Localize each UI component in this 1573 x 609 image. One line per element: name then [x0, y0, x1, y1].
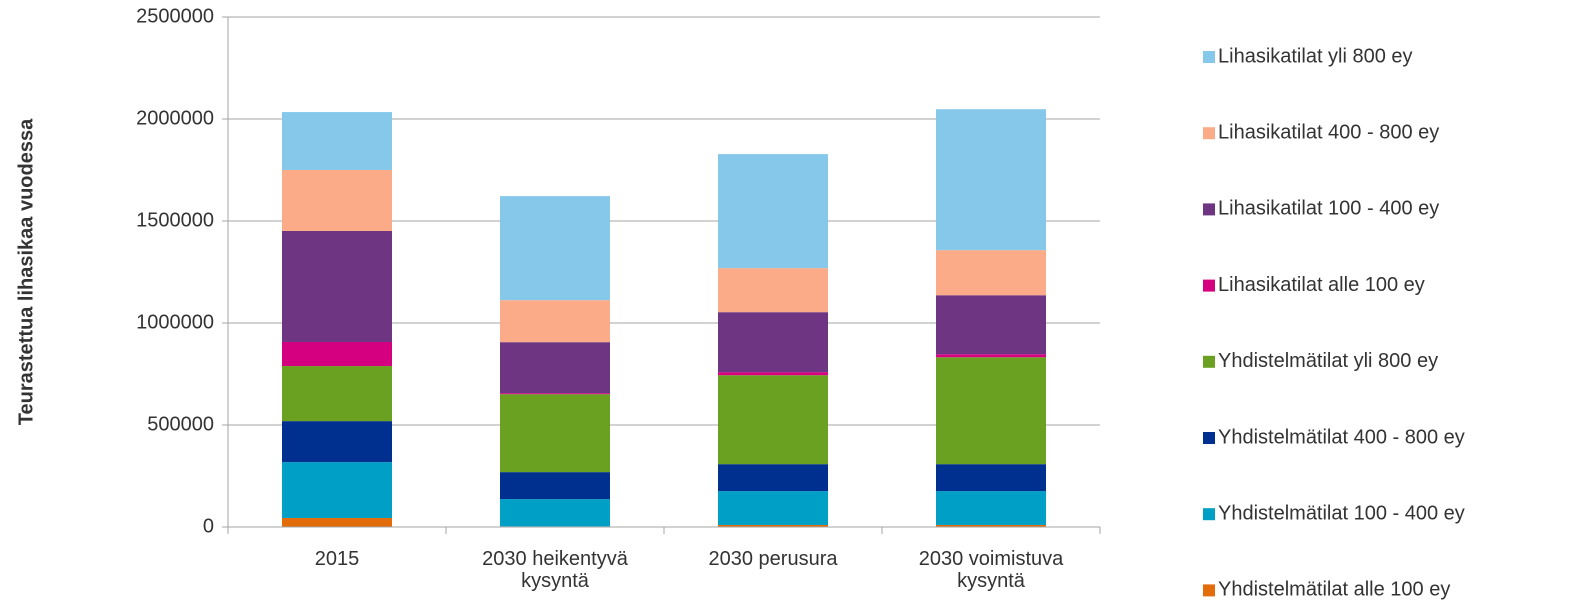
- bar-segment: [282, 112, 392, 170]
- legend-label: Yhdistelmätilat yli 800 ey: [1218, 350, 1438, 372]
- bar-segment: [500, 472, 610, 500]
- bar-segment: [500, 499, 610, 527]
- legend-label: Lihasikatilat alle 100 ey: [1218, 274, 1425, 296]
- bar-segment: [718, 491, 828, 525]
- bar-segment: [718, 268, 828, 313]
- bar-segment: [500, 393, 610, 395]
- bar-segment: [718, 372, 828, 376]
- bar-segment: [282, 230, 392, 342]
- bar-segment: [936, 491, 1046, 525]
- legend-swatch: [1203, 203, 1215, 216]
- legend-label: Yhdistelmätilat alle 100 ey: [1218, 579, 1450, 601]
- legend-swatch: [1203, 508, 1215, 521]
- legend-label: Yhdistelmätilat 100 - 400 ey: [1218, 502, 1465, 524]
- bar-segment: [718, 312, 828, 373]
- bar-segment: [936, 295, 1046, 355]
- bar-segment: [500, 300, 610, 343]
- bar-segment: [282, 518, 392, 527]
- x-tick-label: 2030 perusura: [708, 548, 838, 570]
- legend-label: Yhdistelmätilat 400 - 800 ey: [1218, 426, 1465, 448]
- legend-label: Lihasikatilat 100 - 400 ey: [1218, 198, 1439, 220]
- y-tick-label: 500000: [147, 413, 214, 435]
- bar-segment: [936, 524, 1046, 527]
- legend-swatch: [1203, 279, 1215, 292]
- x-tick-label: 2015: [314, 548, 360, 570]
- bar-segment: [282, 341, 392, 367]
- legend-swatch: [1203, 127, 1215, 140]
- bar-segment: [718, 464, 828, 492]
- y-tick-label: 0: [203, 515, 214, 537]
- y-axis-title: Teurastettua lihasikaa vuodessa: [15, 118, 37, 425]
- y-tick-label: 1500000: [136, 209, 214, 231]
- bar-segment: [718, 524, 828, 527]
- bar-segment: [282, 421, 392, 463]
- bar-segment: [500, 196, 610, 301]
- y-tick-label: 2500000: [136, 5, 214, 27]
- bar-segment: [500, 394, 610, 473]
- legend-label: Lihasikatilat 400 - 800 ey: [1218, 121, 1439, 143]
- legend-swatch: [1203, 51, 1215, 63]
- y-tick-label: 2000000: [136, 107, 214, 129]
- bar-segment: [718, 154, 828, 269]
- bar-segment: [936, 464, 1046, 492]
- x-tick-label: 2030 voimistuva kysyntä: [918, 548, 1064, 592]
- legend-swatch: [1203, 584, 1215, 597]
- legend-label: Lihasikatilat yli 800 ey: [1218, 45, 1413, 67]
- bar-segment: [282, 462, 392, 519]
- legend-swatch: [1203, 355, 1215, 368]
- bar-segment: [282, 366, 392, 422]
- bar-segment: [282, 170, 392, 231]
- bar-segment: [936, 357, 1046, 465]
- y-tick-label: 1000000: [136, 311, 214, 333]
- bar-segment: [718, 375, 828, 465]
- x-tick-label: 2030 heikentyvä kysyntä: [482, 548, 628, 592]
- bar-segment: [936, 109, 1046, 251]
- bar-segment: [936, 250, 1046, 296]
- bar-segment: [936, 354, 1046, 358]
- bar-segment: [500, 342, 610, 394]
- legend-swatch: [1203, 432, 1215, 444]
